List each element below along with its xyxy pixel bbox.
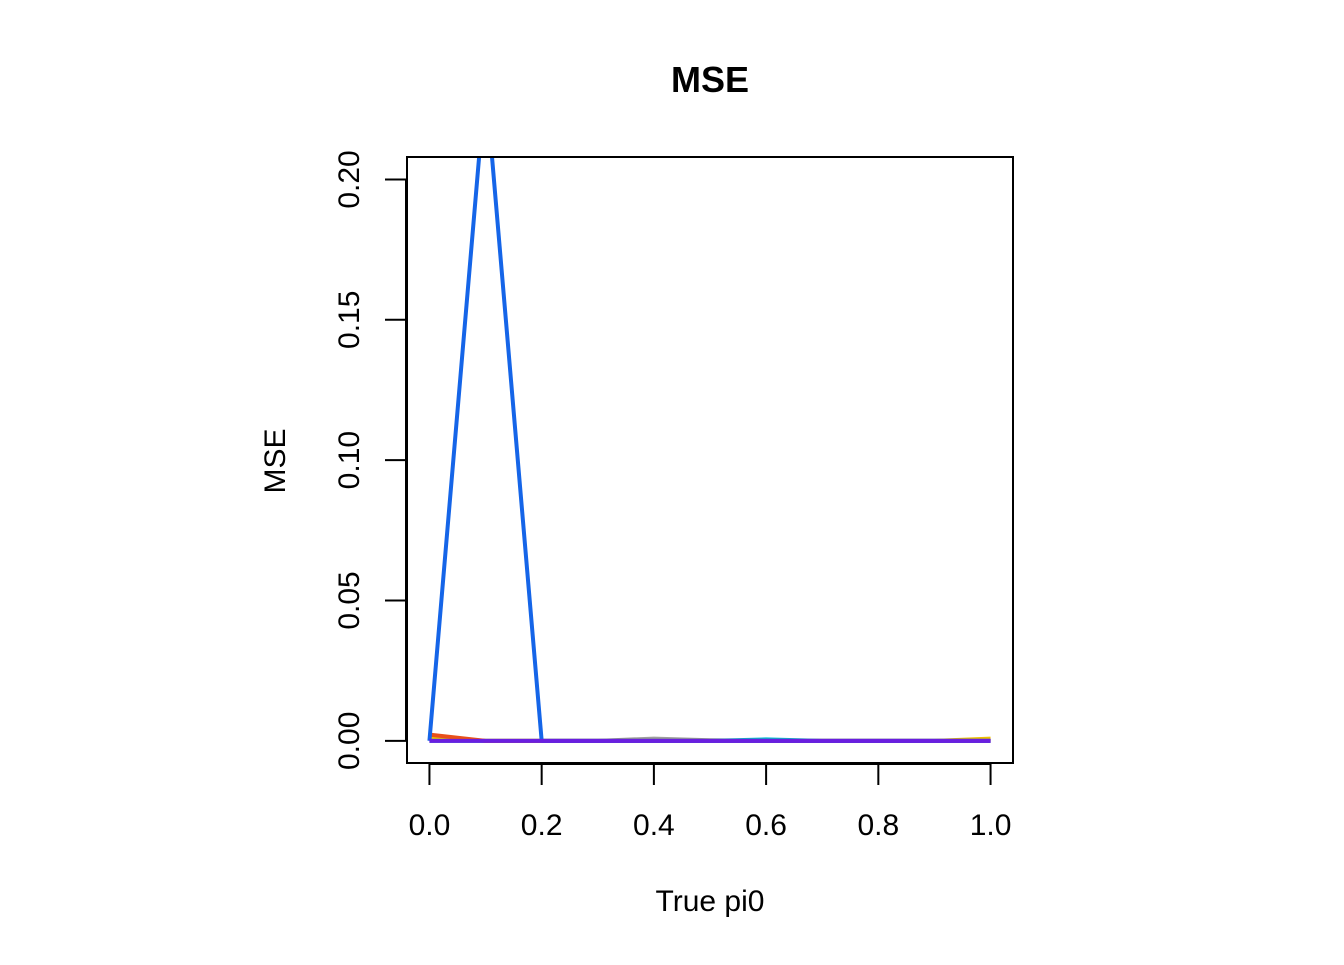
y-tick-label: 0.15 — [333, 291, 366, 349]
x-tick-label: 0.0 — [409, 809, 451, 842]
x-tick-label: 1.0 — [970, 809, 1012, 842]
x-axis: 0.0 0.2 0.4 0.6 0.8 1.0 — [409, 763, 1012, 842]
y-tick-label: 0.20 — [333, 150, 366, 208]
x-axis-label: True pi0 — [656, 885, 765, 918]
x-tick-label: 0.8 — [857, 809, 899, 842]
y-tick-label: 0.00 — [333, 712, 366, 770]
y-tick-label: 0.05 — [333, 571, 366, 629]
x-tick-label: 0.4 — [633, 809, 675, 842]
y-axis: 0.00 0.05 0.10 0.15 0.20 — [333, 150, 407, 770]
chart-title: MSE — [671, 59, 749, 100]
x-tick-label: 0.2 — [521, 809, 563, 842]
y-tick-label: 0.10 — [333, 431, 366, 489]
y-axis-label: MSE — [259, 428, 292, 493]
x-tick-label: 0.6 — [745, 809, 787, 842]
series-layer — [427, 157, 991, 743]
series-line-5 — [427, 157, 991, 743]
